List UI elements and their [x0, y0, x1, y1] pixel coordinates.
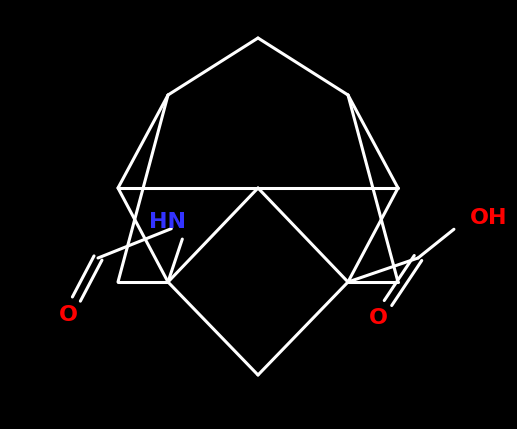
Text: OH: OH: [470, 208, 508, 228]
Text: O: O: [58, 305, 78, 325]
Text: O: O: [369, 308, 388, 328]
Text: HN: HN: [149, 212, 186, 232]
